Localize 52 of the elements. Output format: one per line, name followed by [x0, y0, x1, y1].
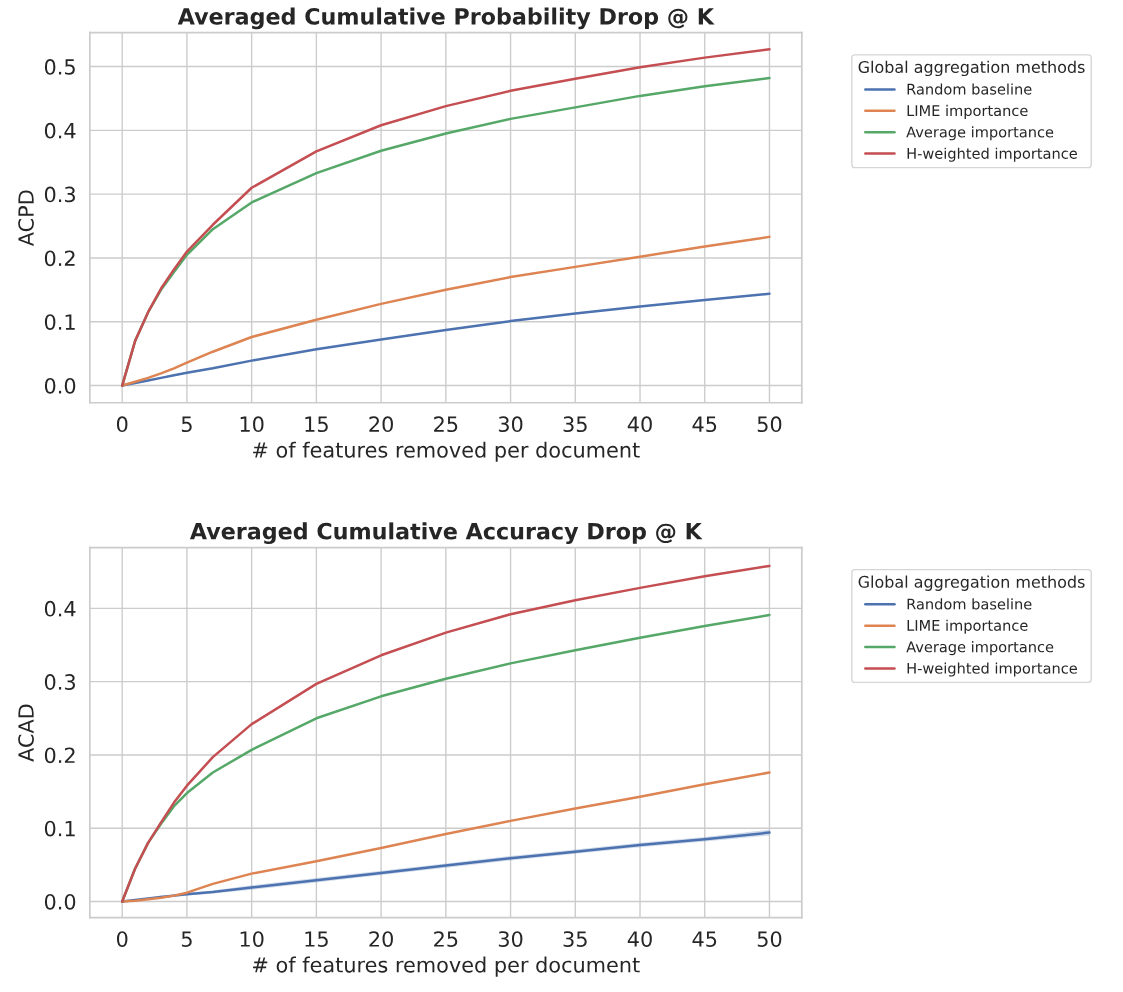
- legend-label: Average importance: [906, 126, 1054, 141]
- y-tick-label: 0.4: [44, 122, 76, 139]
- legend-label: H-weighted importance: [907, 147, 1077, 162]
- legend-label: H-weighted importance: [907, 662, 1077, 677]
- legend-title: Global aggregation methods: [858, 575, 1085, 591]
- x-tick-label: 50: [757, 931, 782, 947]
- y-axis-title: ACPD: [18, 190, 34, 247]
- y-tick-label: 0.2: [44, 250, 75, 267]
- x-tick-label: 5: [181, 931, 192, 947]
- x-tick-label: 30: [498, 416, 523, 433]
- y-tick-label: 0.0: [44, 377, 76, 394]
- x-axis-title: # of features removed per document: [253, 441, 640, 462]
- x-tick-label: 40: [627, 416, 652, 433]
- x-tick-label: 40: [627, 931, 652, 947]
- y-tick-label: 0.3: [44, 186, 75, 203]
- x-tick-label: 45: [692, 416, 717, 433]
- line-series: [120, 771, 771, 903]
- x-tick-label: 10: [240, 931, 264, 947]
- legend-title: Global aggregation methods: [858, 60, 1085, 77]
- x-axis-title: # of features removed per document: [253, 956, 640, 977]
- x-tick-label: 5: [181, 416, 192, 433]
- y-tick-label: 0.2: [44, 747, 75, 764]
- y-tick-label: 0.0: [44, 893, 76, 910]
- x-tick-label: 25: [434, 931, 458, 947]
- x-tick-label: 45: [692, 931, 717, 947]
- legend-label: Random baseline: [907, 598, 1032, 610]
- line-series: [120, 235, 771, 387]
- x-tick-label: 35: [563, 931, 587, 947]
- x-tick-label: 50: [757, 416, 782, 433]
- x-tick-label: 15: [305, 416, 328, 433]
- x-tick-label: 20: [369, 931, 393, 947]
- y-tick-label: 0.3: [44, 674, 75, 690]
- y-tick-label: 0.1: [44, 820, 75, 837]
- legend-label: LIME importance: [907, 104, 1028, 119]
- x-tick-label: 35: [563, 416, 587, 433]
- x-tick-label: 20: [369, 416, 393, 433]
- y-tick-label: 0.1: [44, 314, 75, 330]
- legend-label: Random baseline: [907, 83, 1032, 95]
- chart-title: Averaged Cumulative Probability Drop @ K: [177, 7, 715, 30]
- x-tick-label: 25: [434, 416, 458, 433]
- x-tick-label: 0: [116, 416, 128, 433]
- legend-label: LIME importance: [907, 619, 1028, 634]
- x-tick-label: 10: [240, 416, 264, 433]
- x-tick-label: 0: [116, 931, 128, 947]
- line-series: [120, 292, 771, 387]
- y-tick-label: 0.5: [44, 59, 75, 75]
- y-tick-label: 0.4: [44, 600, 76, 617]
- x-tick-label: 15: [305, 931, 328, 947]
- y-axis-title: ACAD: [18, 704, 34, 762]
- legend-label: Average importance: [906, 641, 1054, 656]
- x-tick-label: 30: [498, 931, 523, 947]
- chart-title: Averaged Cumulative Accuracy Drop @ K: [189, 522, 703, 545]
